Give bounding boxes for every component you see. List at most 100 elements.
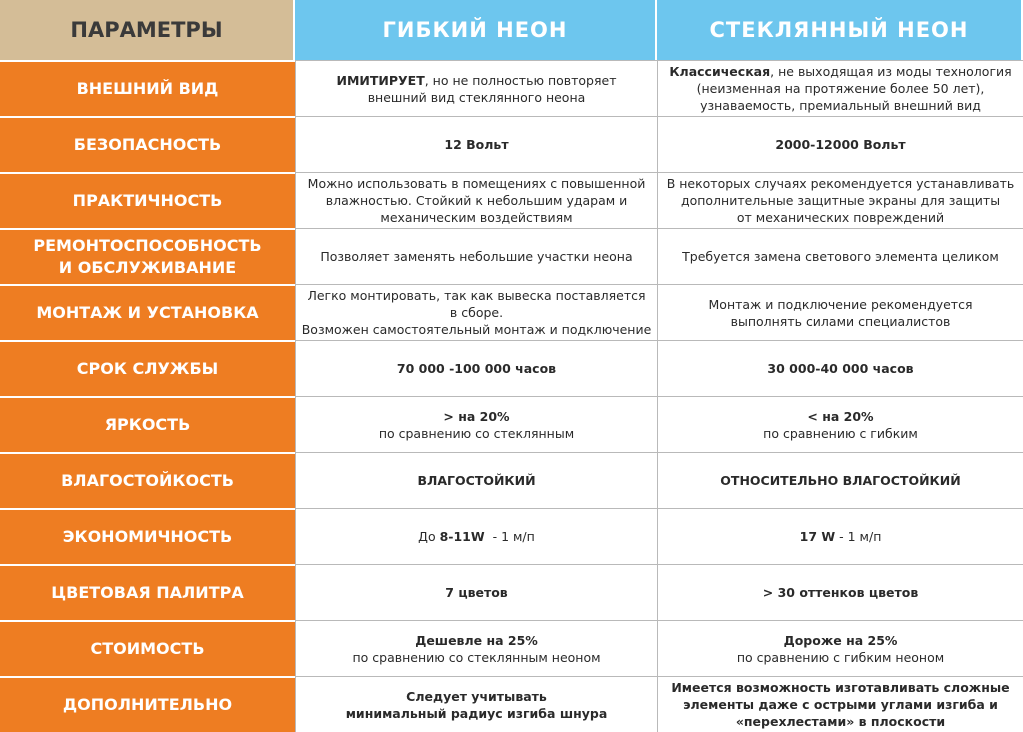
flexible-cell: 70 000 -100 000 часов	[295, 340, 657, 396]
param-text: ДОПОЛНИТЕЛЬНО	[62, 695, 233, 714]
header-text: ПАРАМЕТРЫ	[70, 18, 223, 42]
param-text: СТОИМОСТЬ	[90, 639, 205, 658]
text-line: элементы даже с острыми углами изгиба и	[683, 696, 998, 713]
text-line: влажностью. Стойкий к небольшим ударам и	[326, 192, 628, 209]
text-line: До 8-11W - 1 м/п	[418, 528, 535, 545]
text: Позволяет заменять небольшие участки нео…	[320, 249, 633, 264]
flexible-cell: Легко монтировать, так как вывеска поста…	[295, 284, 657, 340]
text-line: Следует учитывать	[406, 688, 547, 705]
bold-text: Дороже на 25%	[783, 632, 898, 648]
param-text: ВНЕШНИЙ ВИД	[76, 79, 219, 98]
text-line: от механических повреждений	[737, 209, 944, 226]
text-line: по сравнению с гибким	[763, 425, 918, 442]
header-text: СТЕКЛЯННЫЙ НЕОН	[709, 18, 969, 42]
param-cell: СРОК СЛУЖБЫ	[0, 340, 295, 396]
text: влажностью. Стойкий к небольшим ударам и	[325, 193, 628, 208]
bold-text: > 30 оттенков цветов	[762, 585, 919, 600]
text-line: по сравнению с гибким неоном	[737, 649, 944, 666]
param-cell: ПРАКТИЧНОСТЬ	[0, 172, 295, 228]
glass-cell: > 30 оттенков цветов	[657, 564, 1023, 620]
text-line: Требуется замена светового элемента цели…	[682, 248, 999, 265]
flexible-cell: ВЛАГОСТОЙКИЙ	[295, 452, 657, 508]
text-line: Имеется возможность изготавливать сложны…	[671, 679, 1009, 696]
text-line: < на 20%	[807, 408, 873, 425]
bold-text: 8-11W	[439, 529, 485, 544]
bold-text: Следует учитывать	[406, 688, 547, 704]
text-line: выполнять силами специалистов	[731, 313, 951, 330]
text: в сборе.	[449, 305, 504, 320]
flexible-cell: ИМИТИРУЕТ, но не полностью повторяет внеш…	[295, 60, 657, 116]
text-line: механическим воздействиям	[380, 209, 572, 226]
glass-cell: Требуется замена светового элемента цели…	[657, 228, 1023, 284]
bold-text: 70 000 -100 000 часов	[396, 361, 557, 376]
text-line: по сравнению со стеклянным неоном	[352, 649, 600, 666]
text-line: 17 W - 1 м/п	[800, 528, 882, 545]
text-line: В некоторых случаях рекомендуется устана…	[667, 175, 1015, 192]
flexible-cell: > на 20% по сравнению со стеклянным	[295, 396, 657, 452]
text: , но не полностью повторяет	[424, 72, 617, 88]
text-line: Легко монтировать, так как вывеска поста…	[307, 287, 645, 304]
bold-text: ИМИТИРУЕТ	[336, 72, 425, 88]
param-cell: ВНЕШНИЙ ВИД	[0, 60, 295, 116]
header-cell: СТЕКЛЯННЫЙ НЕОН	[657, 0, 1023, 60]
param-cell: МОНТАЖ И УСТАНОВКА	[0, 284, 295, 340]
glass-cell: 30 000-40 000 часов	[657, 340, 1023, 396]
text-line: Можно использовать в помещениях с повыше…	[308, 175, 646, 192]
text-line: 2000-12000 Вольт	[775, 136, 905, 153]
bold-text: 7 цветов	[445, 585, 508, 600]
flexible-cell: Позволяет заменять небольшие участки нео…	[295, 228, 657, 284]
text-line: ОТНОСИТЕЛЬНО ВЛАГОСТОЙКИЙ	[720, 472, 960, 489]
param-text: РЕМОНТОСПОСОБНОСТЬ	[33, 236, 262, 255]
bold-text: 12 Вольт	[444, 137, 509, 152]
bold-text: Классическая	[669, 64, 771, 79]
text-line: в сборе.	[450, 304, 503, 321]
header-cell: ПАРАМЕТРЫ	[0, 0, 295, 60]
param-cell: СТОИМОСТЬ	[0, 620, 295, 676]
bold-text: Дешевле на 25%	[415, 632, 538, 648]
param-text: ЭКОНОМИЧНОСТЬ	[62, 527, 233, 546]
text-line: 70 000 -100 000 часов	[397, 360, 556, 377]
text: Монтаж и подключение рекомендуется	[708, 296, 973, 312]
text-line: «перехлестами» в плоскости	[736, 713, 945, 730]
text-line: 7 цветов	[445, 584, 507, 601]
text: по сравнению со стеклянным	[378, 425, 575, 441]
text-line: Дороже на 25%	[784, 632, 898, 649]
param-text: ЦВЕТОВАЯ ПАЛИТРА	[51, 583, 244, 602]
bold-text: Имеется возможность изготавливать сложны…	[671, 680, 1010, 695]
glass-cell: Монтаж и подключение рекомендуется выполн…	[657, 284, 1023, 340]
bold-text: > на 20%	[443, 408, 510, 424]
text: механическим воздействиям	[380, 210, 573, 225]
text-line: Классическая, не выходящая из моды техно…	[669, 63, 1011, 80]
text: выполнять силами специалистов	[730, 313, 951, 329]
flexible-cell: 7 цветов	[295, 564, 657, 620]
param-text: МОНТАЖ И УСТАНОВКА	[36, 303, 259, 322]
text: В некоторых случаях рекомендуется устана…	[666, 176, 1015, 191]
glass-cell: 17 W - 1 м/п	[657, 508, 1023, 564]
text-line: > 30 оттенков цветов	[763, 584, 919, 601]
text: - 1 м/п	[835, 529, 882, 544]
text: по сравнению с гибким неоном	[736, 649, 945, 665]
param-text: ВЛАГОСТОЙКОСТЬ	[61, 471, 234, 490]
param-text: ЯРКОСТЬ	[104, 415, 191, 434]
text-line: ВЛАГОСТОЙКИЙ	[417, 472, 535, 489]
param-text: ПРАКТИЧНОСТЬ	[72, 191, 223, 210]
flexible-cell: 12 Вольт	[295, 116, 657, 172]
flexible-cell: До 8-11W - 1 м/п	[295, 508, 657, 564]
bold-text: минимальный радиус изгиба шнура	[345, 705, 608, 721]
glass-cell: В некоторых случаях рекомендуется устана…	[657, 172, 1023, 228]
text: от механических повреждений	[736, 210, 945, 225]
param-cell: РЕМОНТОСПОСОБНОСТЬ И ОБСЛУЖИВАНИЕ	[0, 228, 295, 284]
text: Требуется замена светового элемента цели…	[682, 249, 999, 264]
bold-text: ОТНОСИТЕЛЬНО ВЛАГОСТОЙКИЙ	[720, 473, 961, 488]
text-line: 30 000-40 000 часов	[767, 360, 913, 377]
text: по сравнению со стеклянным неоном	[352, 649, 601, 665]
text: Можно использовать в помещениях с повыше…	[307, 176, 646, 191]
param-cell: ВЛАГОСТОЙКОСТЬ	[0, 452, 295, 508]
text-line: узнаваемость, премиальный внешний вид	[700, 97, 981, 114]
text-line: ИМИТИРУЕТ, но не полностью повторяет	[337, 72, 617, 89]
header-cell: ГИБКИЙ НЕОН	[295, 0, 657, 60]
text-line: дополнительные защитные экраны для защит…	[681, 192, 1000, 209]
bold-text: 17 W	[799, 529, 836, 544]
text-line: > на 20%	[443, 408, 509, 425]
